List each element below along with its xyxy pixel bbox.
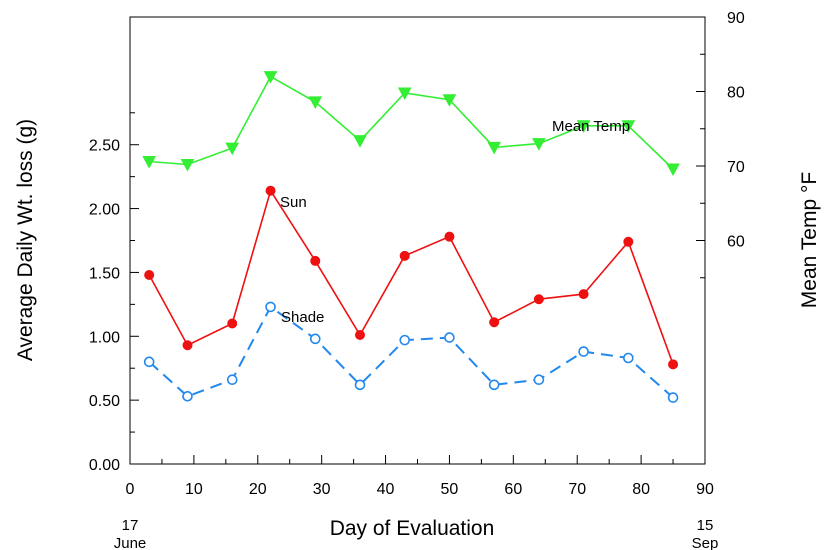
point-sun xyxy=(265,185,276,196)
x-start-month-label: June xyxy=(114,535,147,550)
y-tick-label: 0.00 xyxy=(89,457,120,474)
point-sun xyxy=(144,269,155,280)
point-mean-temp xyxy=(666,163,680,177)
x-tick-label: 0 xyxy=(126,481,135,498)
point-sun xyxy=(623,236,634,247)
point-shade xyxy=(309,333,321,345)
x-tick-label: 90 xyxy=(696,481,714,498)
plot-frame xyxy=(129,16,706,465)
point-mean-temp xyxy=(263,71,278,84)
x-end-day-label: 15 xyxy=(697,517,714,534)
point-shade xyxy=(399,334,411,346)
point-shade xyxy=(623,352,634,364)
y2-tick-label: 70 xyxy=(727,159,745,176)
point-sun xyxy=(533,294,544,305)
point-sun xyxy=(668,359,679,370)
x-tick-label: 10 xyxy=(185,481,203,498)
point-mean-temp xyxy=(225,142,240,156)
point-shade xyxy=(226,374,238,386)
x-axis-title: Day of Evaluation xyxy=(330,517,495,540)
point-sun xyxy=(182,340,193,351)
x-tick-label: 50 xyxy=(441,481,459,498)
point-shade xyxy=(265,301,276,313)
series-label-sun: Sun xyxy=(280,194,307,211)
y-tick-label: 2.00 xyxy=(89,202,120,219)
x-tick-label: 80 xyxy=(632,481,650,498)
y2-axis-title: Mean Temp °F xyxy=(798,172,821,308)
y-tick-label: 1.50 xyxy=(89,265,120,282)
point-mean-temp xyxy=(487,141,502,155)
point-mean-temp xyxy=(532,138,546,151)
y-tick-label: 1.00 xyxy=(89,329,120,346)
x-tick-label: 40 xyxy=(377,481,395,498)
point-sun xyxy=(310,255,321,266)
x-end-month-label: Sep xyxy=(692,535,719,550)
series-label-shade: Shade xyxy=(281,309,324,326)
x-tick-label: 70 xyxy=(568,481,586,498)
x-tick-label: 30 xyxy=(313,481,331,498)
point-sun xyxy=(399,250,410,261)
point-shade xyxy=(354,379,366,391)
y2-tick-label: 80 xyxy=(727,85,745,102)
point-sun xyxy=(444,231,455,242)
point-shade xyxy=(444,332,455,343)
point-mean-temp xyxy=(397,87,412,101)
point-mean-temp xyxy=(142,156,157,169)
y-axis-title: Average Daily Wt. loss (g) xyxy=(14,119,37,361)
ticks: 0 10 20 30 40 50 60 70 80 90 0.00 0.50 1.00 1.50 2.00 2… xyxy=(89,10,745,498)
point-mean-temp xyxy=(442,94,457,107)
point-shade xyxy=(488,379,500,391)
point-sun xyxy=(489,317,500,328)
point-shade xyxy=(667,392,679,403)
x-tick-label: 20 xyxy=(249,481,267,498)
point-mean-temp xyxy=(576,120,591,133)
point-mean-temp xyxy=(353,135,367,148)
point-mean-temp xyxy=(308,96,323,109)
point-mean-temp xyxy=(621,120,636,133)
y2-tick-label: 90 xyxy=(727,10,745,27)
series-layer xyxy=(142,71,680,403)
x-start-day-label: 17 xyxy=(122,517,139,534)
series-line-shade xyxy=(148,305,674,399)
point-sun xyxy=(578,289,589,300)
x-tick-label: 60 xyxy=(504,481,522,498)
point-sun xyxy=(355,330,365,341)
series-label-mean-temp: Mean Temp xyxy=(552,118,630,135)
series-line-sun xyxy=(148,188,674,365)
point-shade xyxy=(143,356,155,368)
y-tick-label: 0.50 xyxy=(89,393,120,410)
point-sun xyxy=(227,318,238,329)
point-shade xyxy=(533,374,545,386)
point-shade xyxy=(182,391,193,402)
y-tick-label: 2.50 xyxy=(89,138,120,155)
y2-tick-label: 60 xyxy=(727,234,745,251)
point-shade xyxy=(578,346,589,357)
point-mean-temp xyxy=(180,159,195,172)
